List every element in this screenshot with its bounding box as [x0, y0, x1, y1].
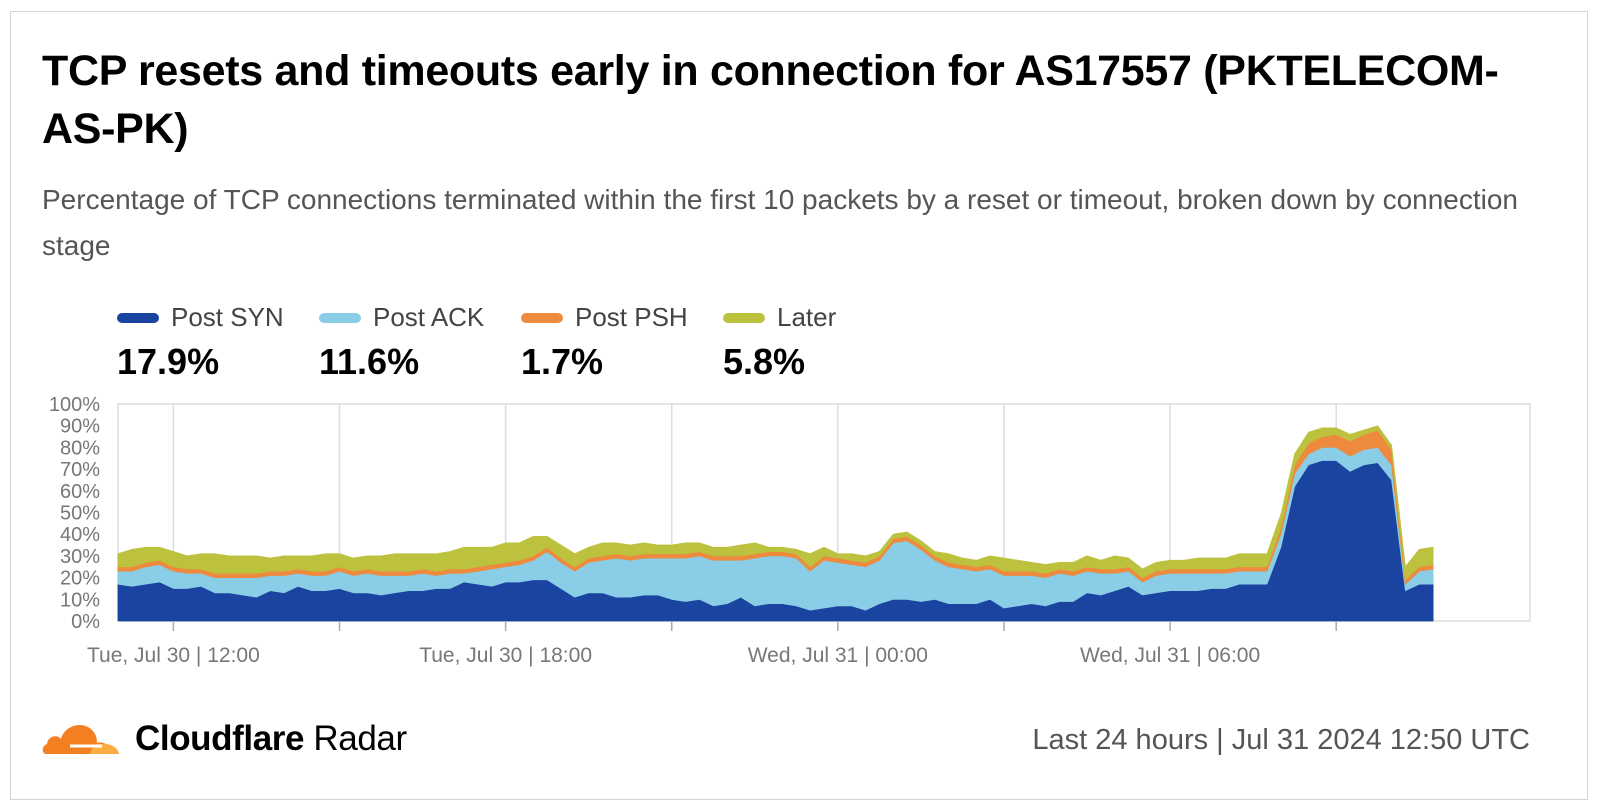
y-tick-label: 10%	[60, 589, 100, 611]
x-tick-label: Wed, Jul 31 | 00:00	[748, 644, 928, 667]
chart-legend: Post SYN 17.9% Post ACK 11.6% Post PSH 1…	[117, 300, 1017, 390]
legend-value-post-ack: 11.6%	[319, 341, 420, 382]
x-tick-label: Tue, Jul 30 | 18:00	[419, 644, 592, 667]
y-tick-label: 50%	[60, 503, 100, 525]
legend-label-later: Later	[777, 302, 837, 332]
legend-value-post-psh: 1.7%	[521, 341, 604, 382]
area-series-later	[117, 425, 1434, 581]
y-tick-label: 70%	[60, 459, 100, 481]
cloudflare-radar-logo[interactable]: Cloudflare Radar	[40, 712, 420, 766]
y-tick-label: 80%	[60, 437, 100, 459]
legend-label-post-psh: Post PSH	[575, 302, 688, 332]
legend-label-post-ack: Post ACK	[373, 302, 485, 332]
legend-swatch-post-psh	[521, 313, 563, 323]
brand-name-bold: Cloudflare	[135, 719, 305, 758]
y-tick-label: 90%	[60, 416, 100, 438]
chart-title: TCP resets and timeouts early in connect…	[42, 47, 1499, 153]
brand-name: Cloudflare Radar	[135, 718, 407, 760]
chart-card	[10, 11, 1588, 800]
y-tick-label: 20%	[60, 568, 100, 590]
legend-value-post-syn: 17.9%	[117, 341, 220, 382]
brand-name-light: Radar	[313, 719, 407, 758]
legend-label-post-syn: Post SYN	[171, 302, 284, 332]
y-tick-label: 100%	[49, 394, 100, 416]
x-tick-label: Tue, Jul 30 | 12:00	[87, 644, 260, 667]
legend-swatch-post-ack	[319, 313, 361, 323]
legend-swatch-post-syn	[117, 313, 159, 323]
x-tick-label: Wed, Jul 31 | 06:00	[1080, 644, 1260, 667]
y-tick-label: 30%	[60, 546, 100, 568]
y-tick-label: 40%	[60, 524, 100, 546]
stacked-area-chart: 0%10%20%30%40%50%60%70%80%90%100% Tue, Ju…	[49, 394, 1531, 667]
timestamp: Last 24 hours | Jul 31 2024 12:50 UTC	[1032, 724, 1530, 756]
y-tick-label: 60%	[60, 481, 100, 503]
chart-subtitle: Percentage of TCP connections terminated…	[42, 184, 1519, 261]
legend-value-later: 5.8%	[723, 341, 806, 382]
legend-swatch-later	[723, 313, 765, 323]
y-tick-label: 0%	[71, 611, 100, 633]
cloudflare-cloud-icon	[42, 724, 119, 754]
